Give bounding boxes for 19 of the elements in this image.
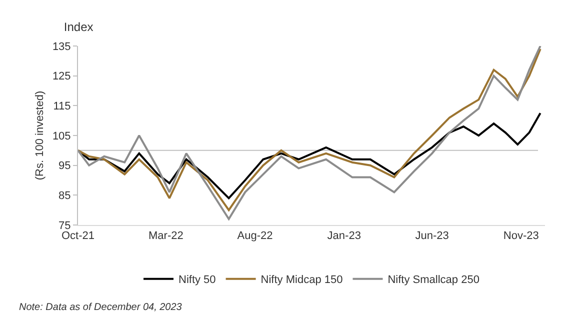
- y-tick-label: 135: [52, 40, 71, 53]
- x-tick-label: Nov-23: [503, 230, 539, 242]
- x-tick-label: Jun-23: [415, 230, 449, 242]
- x-tick-label: Aug-22: [237, 230, 273, 242]
- y-tick-label: 125: [52, 70, 71, 83]
- x-tick-label: Mar-22: [148, 230, 184, 242]
- y-axis-title: (Rs. 100 invested): [34, 90, 46, 180]
- y-tick-label: 85: [58, 190, 71, 202]
- chart-title: Index: [64, 20, 94, 34]
- x-tick-label: Jan-23: [327, 230, 361, 242]
- y-tick-label: 95: [58, 160, 71, 172]
- legend-label: Nifty Smallcap 250: [388, 274, 480, 286]
- text: Note: Data as of December 04, 2023: [19, 302, 182, 313]
- y-tick-label: 105: [52, 130, 71, 142]
- y-tick-label: 115: [53, 100, 71, 113]
- x-tick-label: Oct-21: [61, 230, 95, 242]
- legend-label: Nifty 50: [178, 274, 216, 286]
- legend-label: Nifty Midcap 150: [260, 274, 343, 286]
- y-tick-label: 75: [58, 220, 71, 232]
